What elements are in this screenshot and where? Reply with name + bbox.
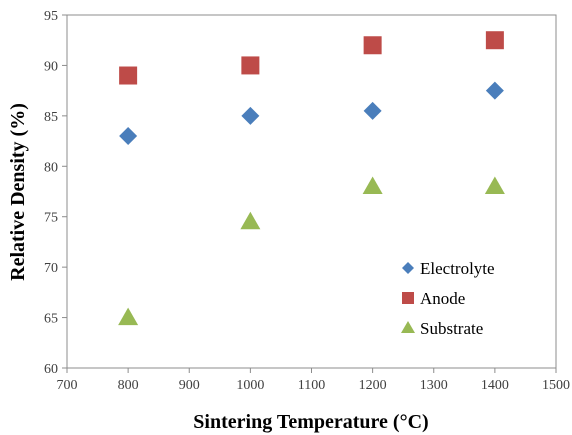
x-axis-ticks: 700 800 900 1000 1100 1200 1300 1400 1500 bbox=[57, 368, 570, 393]
y-tick-label: 60 bbox=[44, 362, 58, 377]
x-tick-label: 700 bbox=[57, 378, 78, 393]
y-tick-label: 90 bbox=[44, 59, 58, 74]
legend-marker-anode bbox=[402, 292, 414, 304]
x-tick-label: 1200 bbox=[359, 378, 387, 393]
y-tick-label: 95 bbox=[44, 9, 58, 24]
x-axis-title: Sintering Temperature (°C) bbox=[193, 411, 428, 433]
anode-point bbox=[119, 66, 138, 85]
legend-label-anode: Anode bbox=[420, 289, 465, 308]
y-tick-label: 80 bbox=[44, 160, 58, 175]
legend-marker-electrolyte bbox=[402, 262, 414, 274]
x-tick-label: 1500 bbox=[542, 378, 570, 393]
substrate-point bbox=[362, 176, 383, 194]
legend-label-electrolyte: Electrolyte bbox=[420, 259, 495, 278]
substrate-point bbox=[240, 211, 261, 230]
y-tick-label: 75 bbox=[44, 211, 58, 226]
electrolyte-point bbox=[363, 101, 382, 120]
electrolyte-point bbox=[119, 127, 138, 146]
legend: Electrolyte Anode Substrate bbox=[401, 259, 495, 338]
y-axis-ticks: 60 65 70 75 80 85 90 95 bbox=[44, 9, 67, 377]
legend-marker-substrate bbox=[401, 321, 415, 333]
data-points bbox=[118, 31, 505, 326]
x-tick-label: 800 bbox=[118, 378, 139, 393]
electrolyte-point bbox=[241, 106, 260, 125]
x-tick-label: 1100 bbox=[298, 378, 325, 393]
substrate-point bbox=[118, 307, 139, 326]
electrolyte-point bbox=[485, 81, 504, 100]
anode-point bbox=[241, 56, 260, 75]
legend-label-substrate: Substrate bbox=[420, 319, 483, 338]
x-tick-label: 1300 bbox=[420, 378, 448, 393]
anode-point bbox=[363, 36, 382, 55]
substrate-point bbox=[484, 176, 505, 194]
anode-point bbox=[485, 31, 504, 50]
y-axis-title: Relative Density (%) bbox=[7, 103, 29, 281]
y-tick-label: 70 bbox=[44, 261, 58, 276]
x-tick-label: 900 bbox=[179, 378, 200, 393]
x-tick-label: 1000 bbox=[236, 378, 264, 393]
y-tick-label: 85 bbox=[44, 110, 58, 125]
y-tick-label: 65 bbox=[44, 312, 58, 327]
x-tick-label: 1400 bbox=[481, 378, 509, 393]
plot-area bbox=[66, 14, 557, 369]
